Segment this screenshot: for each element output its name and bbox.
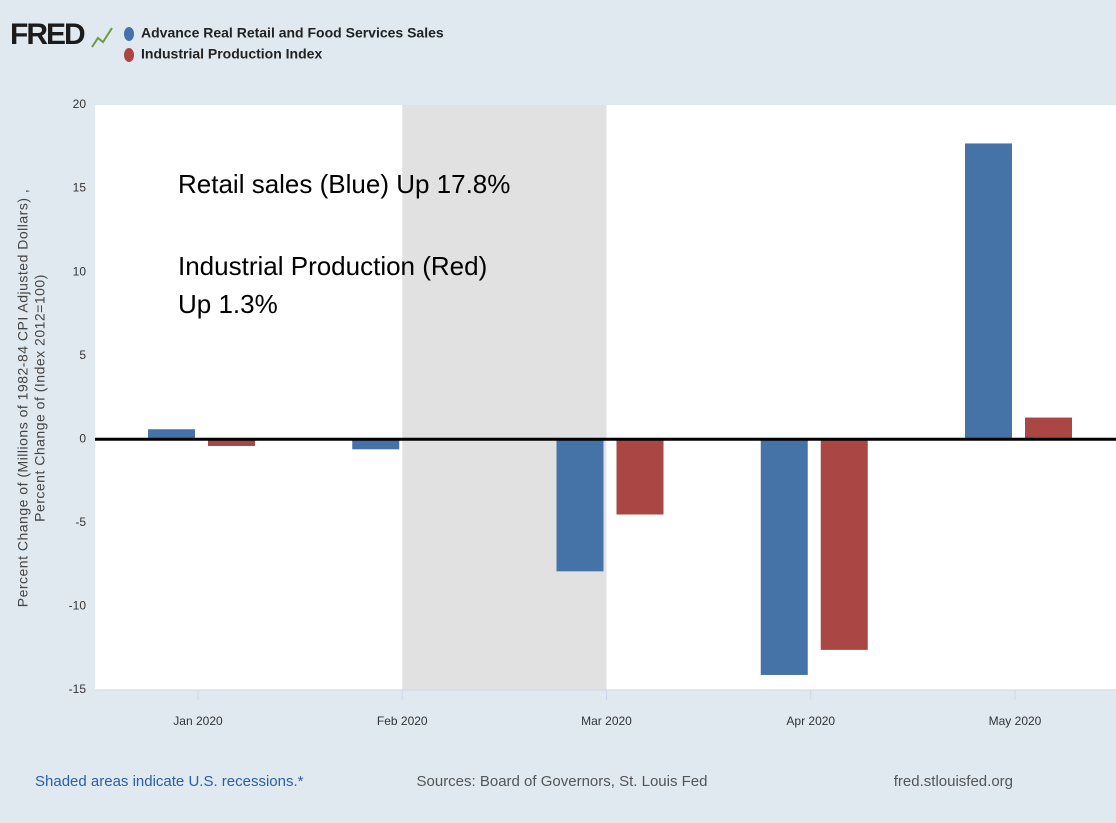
x-tick-label: Mar 2020: [581, 714, 632, 728]
y-tick-label: 5: [79, 348, 86, 362]
bar: [760, 439, 808, 675]
bar: [820, 439, 868, 650]
x-tick-label: Apr 2020: [786, 714, 835, 728]
bar: [616, 439, 664, 515]
y-axis-label: Percent Change of (Index 2012=100): [32, 274, 48, 522]
y-tick-label: 0: [79, 431, 86, 445]
x-tick-label: May 2020: [989, 714, 1042, 728]
legend-marker: [124, 48, 134, 62]
y-tick-label: 20: [73, 97, 87, 111]
x-tick-label: Feb 2020: [377, 714, 428, 728]
footer-center: Sources: Board of Governors, St. Louis F…: [417, 773, 708, 790]
y-tick-label: 15: [73, 181, 87, 195]
y-tick-label: 10: [73, 264, 87, 278]
footer-right: fred.stlouisfed.org: [894, 773, 1013, 790]
logo-icon: [91, 27, 113, 48]
legend-label: Advance Real Retail and Food Services Sa…: [141, 25, 444, 41]
annotation: Up 1.3%: [178, 289, 278, 319]
footer-left[interactable]: Shaded areas indicate U.S. recessions.*: [35, 773, 304, 790]
recession-shade: [402, 105, 607, 690]
annotation: Industrial Production (Red): [178, 251, 487, 281]
y-tick-label: -15: [69, 682, 87, 696]
y-axis-label: Percent Change of (Millions of 1982-84 C…: [15, 189, 31, 608]
bar: [965, 143, 1012, 440]
bar: [148, 429, 195, 440]
y-tick-label: -10: [69, 599, 87, 613]
y-tick-label: -5: [75, 515, 86, 529]
x-tick-label: Jan 2020: [173, 714, 223, 728]
annotation: Retail sales (Blue) Up 17.8%: [178, 169, 510, 199]
bar: [1025, 417, 1072, 440]
logo: FRED: [10, 18, 85, 51]
bar: [352, 439, 400, 450]
legend-marker: [124, 27, 134, 41]
bar: [556, 439, 604, 572]
bar: [208, 439, 255, 446]
legend-label: Industrial Production Index: [141, 46, 322, 62]
